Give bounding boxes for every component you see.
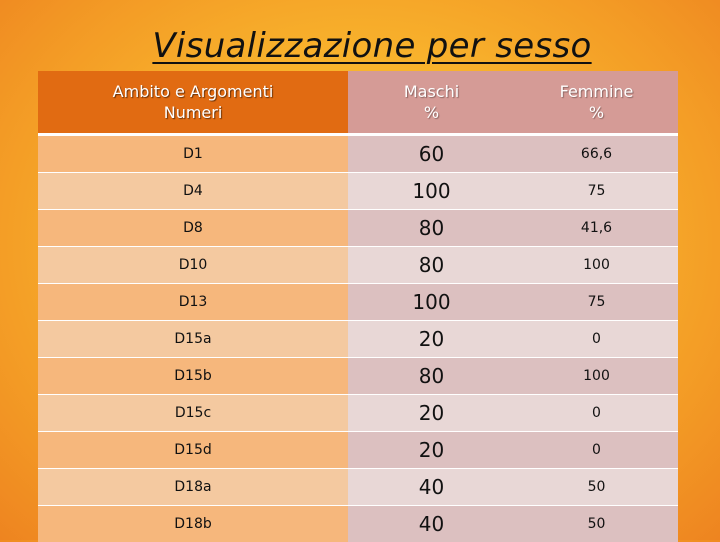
cell-maschi: 60 [348, 135, 515, 173]
cell-femmine: 75 [515, 284, 678, 321]
cell-maschi: 20 [348, 321, 515, 358]
cell-ambito: D15d [38, 432, 348, 469]
header-ambito: Ambito e Argomenti Numeri [38, 71, 348, 135]
table-row: D15a 20 0 [38, 321, 678, 358]
header-ambito-line1: Ambito e Argomenti [113, 82, 274, 101]
table-row: D18b 40 50 [38, 506, 678, 542]
page-title: Visualizzazione per sesso [0, 26, 720, 66]
header-maschi-line1: Maschi [404, 82, 459, 101]
cell-femmine: 75 [515, 173, 678, 210]
cell-maschi: 100 [348, 284, 515, 321]
cell-femmine: 100 [515, 247, 678, 284]
table-row: D8 80 41,6 [38, 210, 678, 247]
table-header-row: Ambito e Argomenti Numeri Maschi % Femmi… [38, 71, 678, 135]
table-row: D4 100 75 [38, 173, 678, 210]
table-row: D13 100 75 [38, 284, 678, 321]
cell-ambito: D4 [38, 173, 348, 210]
cell-femmine: 66,6 [515, 135, 678, 173]
table-row: D15c 20 0 [38, 395, 678, 432]
cell-femmine: 0 [515, 395, 678, 432]
header-maschi: Maschi % [348, 71, 515, 135]
cell-femmine: 50 [515, 506, 678, 542]
header-femmine-line2: % [589, 103, 604, 122]
cell-maschi: 80 [348, 358, 515, 395]
cell-maschi: 40 [348, 469, 515, 506]
data-table: Ambito e Argomenti Numeri Maschi % Femmi… [38, 71, 678, 542]
table-row: D1 60 66,6 [38, 135, 678, 173]
cell-maschi: 80 [348, 210, 515, 247]
cell-ambito: D15a [38, 321, 348, 358]
cell-ambito: D13 [38, 284, 348, 321]
cell-ambito: D18a [38, 469, 348, 506]
cell-maschi: 20 [348, 432, 515, 469]
cell-ambito: D15b [38, 358, 348, 395]
cell-ambito: D18b [38, 506, 348, 542]
cell-femmine: 0 [515, 321, 678, 358]
header-femmine: Femmine % [515, 71, 678, 135]
cell-ambito: D8 [38, 210, 348, 247]
cell-femmine: 0 [515, 432, 678, 469]
table-row: D10 80 100 [38, 247, 678, 284]
cell-maschi: 20 [348, 395, 515, 432]
table-row: D15b 80 100 [38, 358, 678, 395]
cell-femmine: 100 [515, 358, 678, 395]
header-maschi-line2: % [424, 103, 439, 122]
cell-maschi: 40 [348, 506, 515, 542]
table-row: D18a 40 50 [38, 469, 678, 506]
header-ambito-line2: Numeri [164, 103, 223, 122]
header-femmine-line1: Femmine [560, 82, 634, 101]
cell-maschi: 80 [348, 247, 515, 284]
cell-ambito: D1 [38, 135, 348, 173]
table-row: D15d 20 0 [38, 432, 678, 469]
cell-femmine: 41,6 [515, 210, 678, 247]
cell-ambito: D15c [38, 395, 348, 432]
cell-maschi: 100 [348, 173, 515, 210]
cell-ambito: D10 [38, 247, 348, 284]
cell-femmine: 50 [515, 469, 678, 506]
